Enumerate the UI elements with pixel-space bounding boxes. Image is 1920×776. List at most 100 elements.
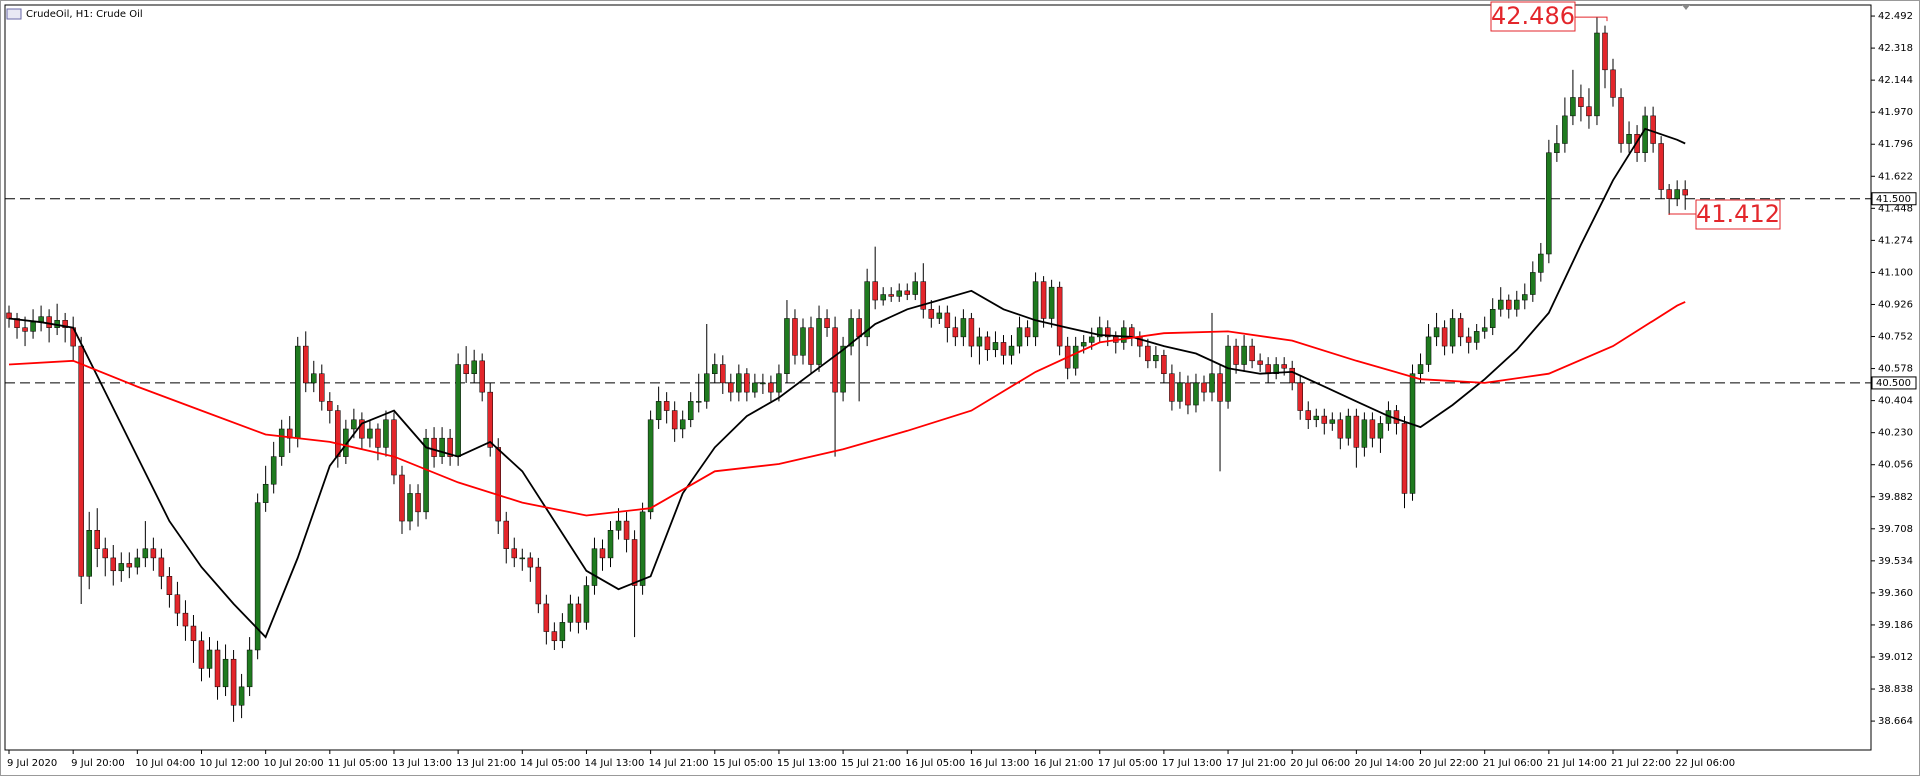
candle-body [720, 364, 726, 384]
candle-body [447, 437, 453, 457]
candle-body [182, 612, 189, 627]
y-tick-label: 39.186 [1878, 620, 1913, 631]
candle-body [94, 530, 100, 549]
candle-body [752, 382, 758, 393]
x-tick-label: 15 Jul 21:00 [841, 758, 901, 769]
candle-body [1546, 152, 1552, 255]
candle-body [1088, 336, 1095, 343]
y-tick-label: 42.144 [1878, 75, 1913, 86]
candle-body [1481, 327, 1488, 332]
candle-body [1225, 345, 1231, 402]
y-tick-label: 40.404 [1878, 396, 1913, 407]
candle-body [431, 437, 437, 457]
candle-body [78, 345, 84, 577]
y-tick-label: 40.230 [1878, 428, 1913, 439]
y-tick-label: 42.492 [1878, 11, 1913, 22]
candle-body [1233, 345, 1239, 365]
plot-border [4, 4, 1872, 751]
y-tick-label: 39.708 [1878, 524, 1913, 535]
candle-body [262, 483, 269, 503]
candle-body [1161, 355, 1167, 374]
candle-body [744, 373, 750, 393]
annotation-leader [1668, 213, 1696, 215]
candle-body [671, 410, 678, 430]
candle-body [1072, 345, 1079, 369]
candle-body [311, 373, 317, 384]
y-tick-label: 41.970 [1878, 107, 1913, 118]
candle-body [567, 603, 574, 623]
candle-body [1586, 106, 1592, 117]
candle-body [1522, 294, 1528, 301]
candle-body [1008, 345, 1015, 356]
candle-body [142, 548, 149, 559]
candle-body [928, 309, 935, 319]
candle-body [976, 336, 983, 347]
candle-body [6, 312, 12, 319]
candle-body [1506, 299, 1512, 310]
candle-body [1153, 355, 1159, 362]
candle-body [1489, 309, 1496, 328]
candle-body [359, 419, 365, 439]
candle-body [760, 382, 766, 385]
candle-body [607, 530, 614, 559]
candle-body [936, 312, 943, 319]
candle-body [1562, 115, 1568, 144]
candle-body [286, 428, 293, 439]
annotation-leader [1575, 16, 1608, 22]
candle-body [1682, 189, 1688, 196]
candle-body [768, 382, 774, 393]
y-tick-label: 40.056 [1878, 460, 1913, 471]
candle-body [503, 520, 509, 549]
x-tick-label: 20 Jul 06:00 [1290, 758, 1350, 769]
candle-body [1610, 69, 1616, 98]
y-tick-label: 41.622 [1878, 171, 1913, 182]
candle-body [391, 419, 397, 476]
candle-body [615, 520, 622, 531]
candle-body [22, 327, 28, 332]
candle-body [423, 437, 429, 513]
candle-body [158, 557, 165, 577]
candle-body [912, 281, 919, 295]
x-tick-label: 14 Jul 05:00 [520, 758, 580, 769]
y-tick-label: 39.012 [1878, 652, 1913, 663]
candle-body [920, 281, 927, 310]
candle-body [367, 428, 373, 439]
x-tick-label: 15 Jul 05:00 [713, 758, 773, 769]
candle-body [126, 563, 133, 568]
candle-body [832, 327, 838, 393]
x-tick-label: 22 Jul 06:00 [1675, 758, 1735, 769]
candle-body [495, 447, 501, 522]
candle-body [816, 318, 822, 365]
candle-body [439, 437, 445, 457]
annotation-label: 41.412 [1696, 200, 1780, 228]
x-tick-label: 14 Jul 13:00 [584, 758, 644, 769]
candle-body [1040, 281, 1047, 319]
candle-body [1393, 410, 1400, 424]
x-tick-label: 13 Jul 13:00 [392, 758, 452, 769]
candle-body [1297, 382, 1303, 411]
candle-body [1024, 327, 1031, 338]
candle-body [1658, 143, 1664, 190]
candle-body [1281, 364, 1287, 369]
candle-body [1241, 345, 1247, 365]
candle-body [1249, 345, 1255, 362]
y-tick-label: 42.318 [1878, 43, 1913, 54]
candle-body [246, 649, 253, 688]
price-label-box [1871, 376, 1917, 390]
candle-body [222, 658, 229, 688]
y-tick-label: 41.274 [1878, 235, 1913, 246]
candle-body [551, 631, 558, 642]
candle-body [1441, 327, 1448, 347]
candle-body [864, 281, 870, 338]
candle-body [1329, 419, 1336, 424]
candle-body [1497, 299, 1504, 310]
x-tick-label: 17 Jul 05:00 [1098, 758, 1158, 769]
candle-body [904, 290, 910, 295]
x-tick-label: 21 Jul 14:00 [1547, 758, 1607, 769]
candle-body [1096, 327, 1103, 338]
candle-body [896, 290, 902, 297]
candle-body [1321, 415, 1328, 424]
candle-body [102, 548, 108, 559]
candle-body [575, 603, 582, 623]
